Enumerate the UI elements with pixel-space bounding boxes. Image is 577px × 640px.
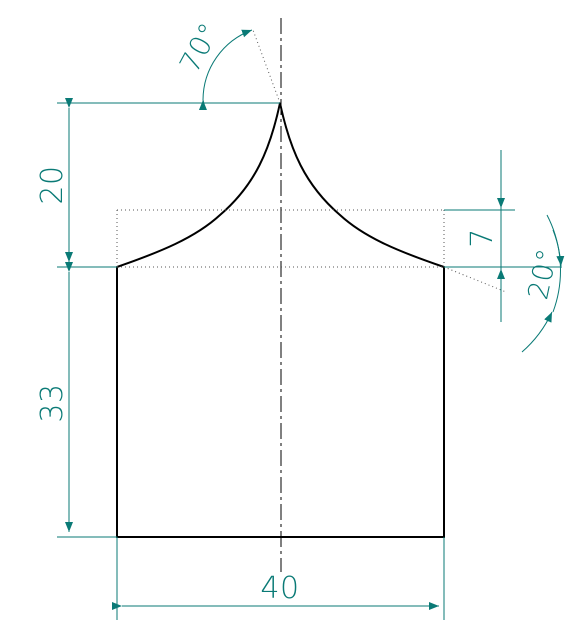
dim-label-height-bottom: 33: [35, 383, 70, 422]
dim-label-angle-top: 70°: [173, 17, 226, 78]
dim-label-height-top: 20: [35, 165, 70, 204]
angle-arc-right-arrow-bottom: [521, 311, 553, 353]
part-profile: [116, 102, 445, 538]
dim-label-step: 7: [465, 228, 500, 248]
angle-arc-right-arrow-top: [552, 229, 565, 267]
dimension-lines: [57, 29, 565, 620]
part-outline: [116, 102, 445, 538]
angle-arc-top-tail: [202, 99, 205, 105]
dim-label-width: 40: [260, 571, 299, 606]
construction-line-apex-angle: [252, 29, 281, 104]
construction-line-right-angle: [443, 266, 507, 293]
angle-arc-top: [198, 29, 253, 111]
construction-lines: [116, 29, 507, 293]
dimension-texts: 20 33 40 7 70° 20°: [35, 17, 564, 606]
